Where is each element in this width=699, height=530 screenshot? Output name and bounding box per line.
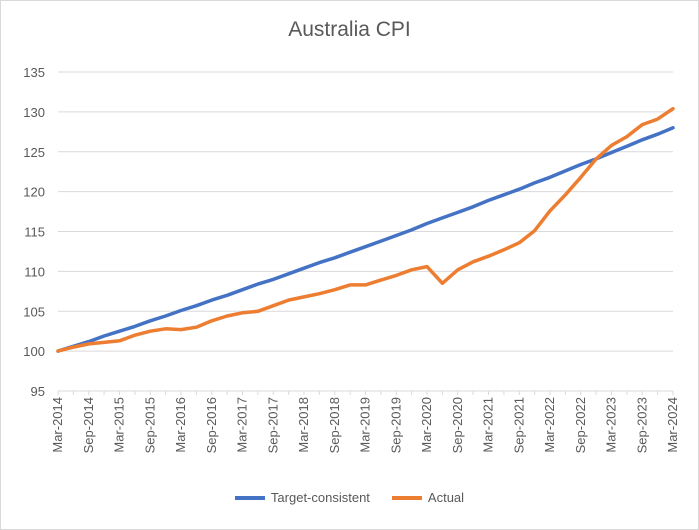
x-tick-label: Mar-2019 bbox=[358, 397, 373, 453]
legend-label-actual: Actual bbox=[427, 490, 465, 505]
x-tick-label: Sep-2017 bbox=[265, 397, 280, 453]
x-tick-label: Sep-2014 bbox=[81, 397, 96, 453]
series-line-target-consistent bbox=[56, 126, 675, 353]
x-tick-label: Mar-2021 bbox=[481, 397, 496, 453]
x-tick-label: Mar-2016 bbox=[173, 397, 188, 453]
legend-item-target-consistent: Target-consistent bbox=[234, 490, 370, 505]
y-tick-label: 100 bbox=[23, 344, 45, 359]
legend-swatch-actual bbox=[391, 495, 422, 500]
legend-item-actual: Actual bbox=[391, 490, 465, 505]
y-tick-label: 115 bbox=[24, 225, 45, 240]
x-tick-label: Sep-2020 bbox=[450, 397, 465, 453]
x-tick-label: Mar-2015 bbox=[112, 397, 127, 453]
y-tick-label: 135 bbox=[23, 65, 45, 80]
x-tick-label: Sep-2015 bbox=[142, 397, 157, 453]
x-tick-label: Sep-2019 bbox=[388, 397, 403, 453]
x-tick-label: Sep-2016 bbox=[204, 397, 219, 453]
x-tick-label: Mar-2020 bbox=[419, 397, 434, 453]
x-tick-label: Mar-2023 bbox=[604, 397, 619, 453]
x-tick-label: Sep-2021 bbox=[511, 397, 526, 453]
y-tick-label: 110 bbox=[24, 264, 45, 279]
legend: Target-consistent Actual bbox=[0, 490, 699, 505]
y-tick-label: 95 bbox=[31, 384, 45, 399]
x-tick-label: Sep-2018 bbox=[327, 397, 342, 453]
legend-swatch-target-consistent bbox=[234, 495, 265, 500]
y-tick-label: 130 bbox=[23, 105, 45, 120]
x-tick-label: Mar-2022 bbox=[542, 397, 557, 453]
x-tick-label: Sep-2022 bbox=[573, 397, 588, 453]
legend-label-target-consistent: Target-consistent bbox=[270, 490, 370, 505]
y-tick-label: 125 bbox=[23, 145, 45, 160]
x-tick-label: Mar-2024 bbox=[665, 397, 680, 453]
x-tick-label: Sep-2023 bbox=[634, 397, 649, 453]
x-tick-label: Mar-2018 bbox=[296, 397, 311, 453]
x-tick-label: Mar-2017 bbox=[235, 397, 250, 453]
y-tick-label: 105 bbox=[23, 304, 45, 319]
y-tick-label: 120 bbox=[23, 185, 45, 200]
chart-title: Australia CPI bbox=[288, 18, 411, 41]
x-tick-label: Mar-2014 bbox=[50, 397, 65, 453]
series-line-actual bbox=[56, 106, 675, 353]
